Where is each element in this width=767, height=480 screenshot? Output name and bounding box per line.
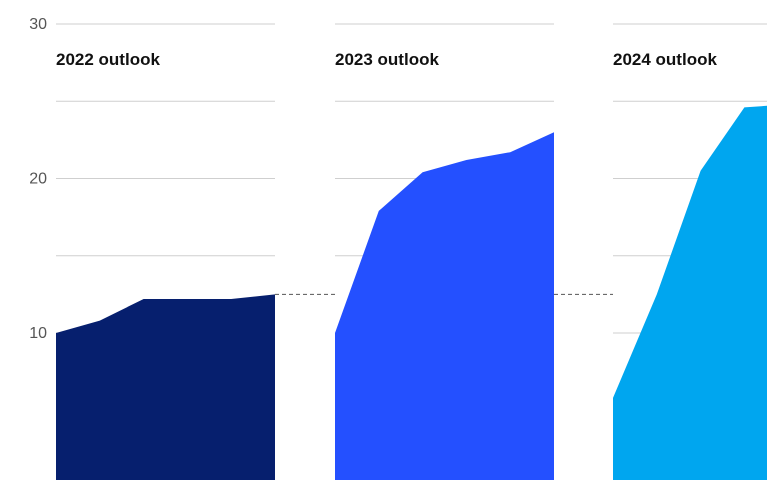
- panel-title-3: 2024 outlook: [613, 50, 717, 69]
- panel-title-2: 2023 outlook: [335, 50, 439, 69]
- area-series-3: [613, 105, 767, 480]
- area-series-1: [56, 294, 275, 480]
- area-series-2: [335, 132, 554, 480]
- panel-title-1: 2022 outlook: [56, 50, 160, 69]
- y-tick-label-20: 20: [29, 171, 47, 188]
- labels: 10 20 30 2022 outlook 2023 outlook 2024 outlo…: [29, 16, 717, 342]
- area-series: [56, 105, 767, 480]
- y-tick-label-30: 30: [29, 16, 47, 33]
- y-tick-label-10: 10: [29, 325, 47, 342]
